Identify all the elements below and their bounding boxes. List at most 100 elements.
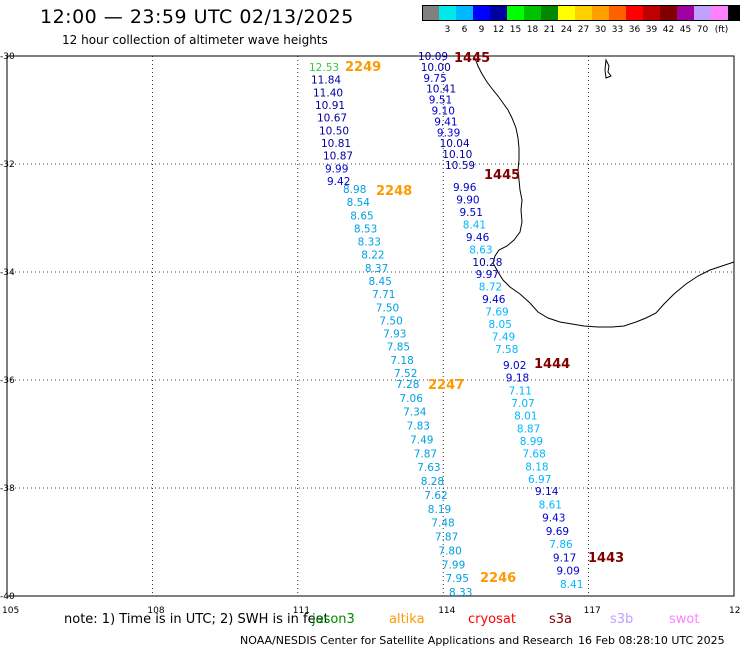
wave-height-reading: 9.02	[503, 360, 526, 372]
legend-label: 42	[662, 25, 675, 35]
wave-height-reading: 10.67	[317, 113, 347, 125]
legend-label: 24	[560, 25, 573, 35]
legend-label: 6	[461, 25, 468, 35]
wave-height-reading: 9.46	[482, 294, 506, 306]
satellite-altika: altika	[389, 612, 425, 627]
wave-height-reading: 7.68	[522, 449, 545, 461]
wave-height-reading: 7.07	[511, 398, 534, 410]
legend-swatch	[626, 5, 643, 20]
wave-height-reading: 8.28	[421, 476, 444, 488]
wave-height-reading: 7.49	[492, 332, 515, 344]
wave-height-reading: 6.97	[528, 474, 551, 486]
wave-height-reading: 7.87	[435, 532, 458, 544]
legend-label: 30	[594, 25, 607, 35]
satellite-cryosat: cryosat	[468, 612, 516, 627]
wave-height-reading: 8.99	[520, 436, 543, 448]
legend-label: 9	[478, 25, 485, 35]
wave-height-reading: 8.33	[358, 237, 381, 249]
wave-height-reading: 8.41	[560, 579, 583, 591]
wave-height-reading: 7.49	[410, 435, 433, 447]
legend-swatch	[439, 5, 456, 20]
latitude-tick-label: -30	[0, 52, 15, 62]
wave-height-reading: 7.93	[383, 329, 406, 341]
wave-height-reading: 7.95	[446, 573, 469, 585]
pass-time-label: 1445	[484, 168, 520, 183]
wave-height-reading: 10.00	[421, 62, 451, 74]
legend-swatch	[728, 5, 740, 20]
wave-height-reading: 12.53	[309, 62, 339, 74]
wave-height-reading: 9.41	[434, 116, 457, 128]
wave-height-reading: 7.80	[438, 545, 461, 557]
latitude-tick-label: -34	[0, 268, 15, 278]
wave-height-reading: 7.34	[403, 407, 427, 419]
latitude-tick-label: -38	[0, 484, 15, 494]
wave-height-reading: 8.72	[479, 282, 502, 294]
wave-height-reading: 7.71	[372, 289, 395, 301]
wave-height-reading: 10.28	[472, 257, 502, 269]
wave-height-reading: 8.45	[369, 276, 392, 288]
longitude-tick-label: 117	[584, 606, 601, 616]
wave-height-reading: 10.87	[323, 151, 353, 163]
wave-height-reading: 11.84	[311, 75, 341, 87]
wave-height-reading: 8.22	[361, 250, 384, 262]
wave-height-reading: 9.99	[325, 163, 348, 175]
legend-label: 21	[543, 25, 556, 35]
wave-height-reading: 7.50	[379, 315, 402, 327]
legend-swatch	[490, 5, 507, 20]
wave-height-reading: 10.09	[418, 51, 448, 63]
wave-height-reading: 7.69	[485, 307, 508, 319]
legend-swatch	[660, 5, 677, 20]
legend-swatch	[422, 5, 439, 20]
wave-height-reading: 9.51	[460, 207, 483, 219]
wave-height-reading: 9.51	[429, 95, 452, 107]
legend-label: 39	[645, 25, 658, 35]
legend-label: 70	[696, 25, 709, 35]
wave-height-reading: 9.75	[423, 73, 446, 85]
wave-height-reading: 9.17	[553, 552, 576, 564]
legend-swatch	[558, 5, 575, 20]
wave-height-readings: 12.5311.8411.4010.9110.6710.5010.8110.87…	[309, 51, 583, 599]
generated-timestamp: 16 Feb 08:28:10 UTC 2025	[578, 634, 725, 647]
legend-label: 45	[679, 25, 692, 35]
wave-height-reading: 8.41	[463, 219, 486, 231]
satellite-swot: swot	[669, 612, 700, 627]
wave-height-reading: 9.96	[453, 182, 477, 194]
satellite-s3b: s3b	[610, 612, 634, 627]
wave-height-reading: 7.48	[431, 518, 454, 530]
wave-height-reading: 7.99	[442, 559, 465, 571]
pass-time-label: 2248	[376, 184, 412, 199]
longitude-tick-label: 105	[2, 606, 19, 616]
pass-time-label: 1443	[588, 551, 624, 566]
wave-height-reading: 8.87	[517, 423, 540, 435]
longitude-tick-label: 114	[438, 606, 455, 616]
wave-height-reading: 7.11	[509, 385, 532, 397]
wave-height-reading: 10.91	[315, 100, 345, 112]
map-frame	[6, 55, 735, 597]
wave-height-reading: 10.04	[440, 138, 470, 150]
wave-height-reading: 7.50	[376, 302, 399, 314]
legend-label: 15	[509, 25, 522, 35]
legend-swatch	[473, 5, 490, 20]
wave-height-reading: 8.01	[514, 411, 537, 423]
pass-time-label: 2247	[428, 378, 464, 393]
longitude-tick-label: 108	[147, 606, 164, 616]
page-subtitle: 12 hour collection of altimeter wave hei…	[62, 33, 328, 47]
wave-height-reading: 8.65	[350, 210, 373, 222]
wave-height-reading: 8.33	[449, 587, 472, 599]
wave-height-reading: 11.40	[313, 87, 343, 99]
satellite-jason3: jason3	[312, 612, 355, 627]
legend-label: (ft)	[714, 25, 729, 35]
satellite-s3a: s3a	[549, 612, 573, 627]
longitude-tick-label: 120	[729, 606, 740, 616]
legend-swatch	[575, 5, 592, 20]
wave-height-reading: 8.98	[343, 184, 366, 196]
legend-swatch	[694, 5, 711, 20]
pass-time-label: 1444	[534, 357, 570, 372]
credit-line: NOAA/NESDIS Center for Satellite Applica…	[240, 634, 574, 647]
wave-height-reading: 7.52	[394, 368, 417, 380]
legend-label: 3	[444, 25, 451, 35]
wave-height-reading: 7.83	[407, 421, 430, 433]
pass-time-label: 2246	[480, 571, 516, 586]
legend-border	[422, 5, 740, 21]
